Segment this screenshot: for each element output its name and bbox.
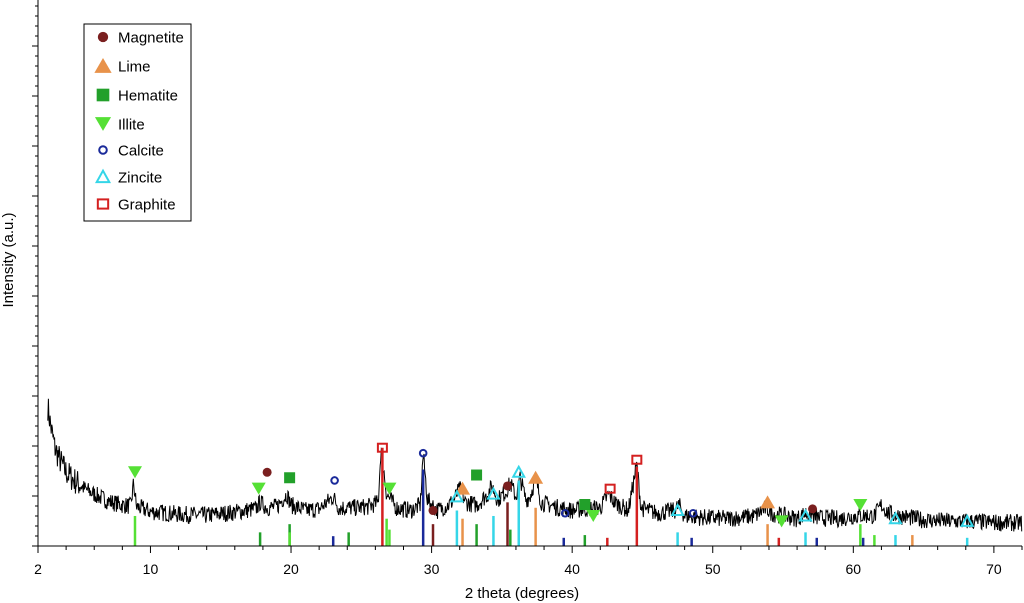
illite-peak-marker-5 (774, 515, 789, 528)
legend-lime-label: Lime (118, 59, 151, 76)
legend-magnetite-label: Magnetite (118, 30, 184, 47)
legend-zincite-icon (94, 168, 112, 184)
legend-lime-icon (94, 57, 112, 73)
illite-peak-marker-2 (251, 482, 266, 495)
zincite-peak-marker-2 (486, 486, 501, 500)
magnetite-peak-marker-1 (262, 467, 272, 477)
x-axis-label: 2 theta (degrees) (465, 585, 579, 602)
illite-peak-marker-3 (382, 482, 397, 495)
zincite-peak-marker-4 (670, 502, 685, 517)
lime-peak-marker-2 (528, 470, 544, 484)
illite-peak-marker-4 (586, 509, 601, 522)
y-axis-label: Intensity (a.u.) (0, 212, 17, 307)
x-tick-label-20: 20 (283, 561, 299, 577)
x-tick-label-70: 70 (986, 561, 1002, 577)
legend-calcite-icon (98, 145, 108, 155)
graphite-peak-marker-1 (376, 442, 388, 453)
illite-peak-marker-1 (127, 466, 142, 479)
peak-marker-layer (127, 442, 975, 528)
zincite-peak-marker-6 (888, 511, 903, 525)
magnetite-peak-marker-2 (428, 506, 438, 516)
lime-peak-marker-1 (455, 481, 471, 495)
legend-illite-icon (94, 117, 112, 131)
legend-graphite-icon (96, 198, 110, 210)
graphite-peak-marker-2 (604, 483, 616, 494)
legend-hematite-icon (96, 88, 110, 102)
graphite-peak-marker-3 (631, 454, 643, 465)
legend-magnetite-icon (97, 31, 109, 43)
zincite-peak-marker-5 (798, 508, 813, 522)
reference-stick-layer (133, 447, 969, 546)
calcite-peak-marker-3 (560, 508, 570, 518)
x-tick-label-50: 50 (705, 561, 721, 577)
hematite-peak-marker-3 (579, 499, 591, 511)
zincite-peak-marker-1 (449, 489, 465, 503)
x-tick-label-30: 30 (424, 561, 440, 577)
legend-hematite-label: Hematite (118, 88, 178, 105)
magnetite-peak-marker-4 (808, 504, 818, 514)
magnetite-peak-marker-3 (503, 481, 513, 491)
axes-layer: 2 10 20 30 40 50 60 70 (32, 0, 1023, 577)
x-tick-label-60: 60 (846, 561, 862, 577)
calcite-peak-marker-4 (688, 508, 698, 518)
legend: Magnetite Lime Hematite Illite Calcite Zincit… (83, 23, 192, 222)
x-tick-label-2: 2 (34, 561, 42, 577)
zincite-peak-marker-7 (959, 513, 975, 527)
legend-graphite-label: Graphite (118, 197, 176, 214)
calcite-peak-marker-1 (330, 476, 339, 485)
legend-zincite-label: Zincite (118, 170, 162, 187)
calcite-peak-marker-2 (418, 448, 428, 458)
hematite-peak-marker-2 (471, 469, 483, 481)
legend-illite-label: Illite (118, 117, 145, 134)
zincite-peak-marker-3 (511, 464, 526, 478)
illite-peak-marker-6 (853, 499, 868, 512)
hematite-peak-marker-1 (284, 472, 296, 484)
x-tick-label-10: 10 (143, 561, 159, 577)
legend-calcite-label: Calcite (118, 143, 164, 160)
lime-peak-marker-3 (760, 495, 776, 509)
x-tick-label-40: 40 (564, 561, 580, 577)
